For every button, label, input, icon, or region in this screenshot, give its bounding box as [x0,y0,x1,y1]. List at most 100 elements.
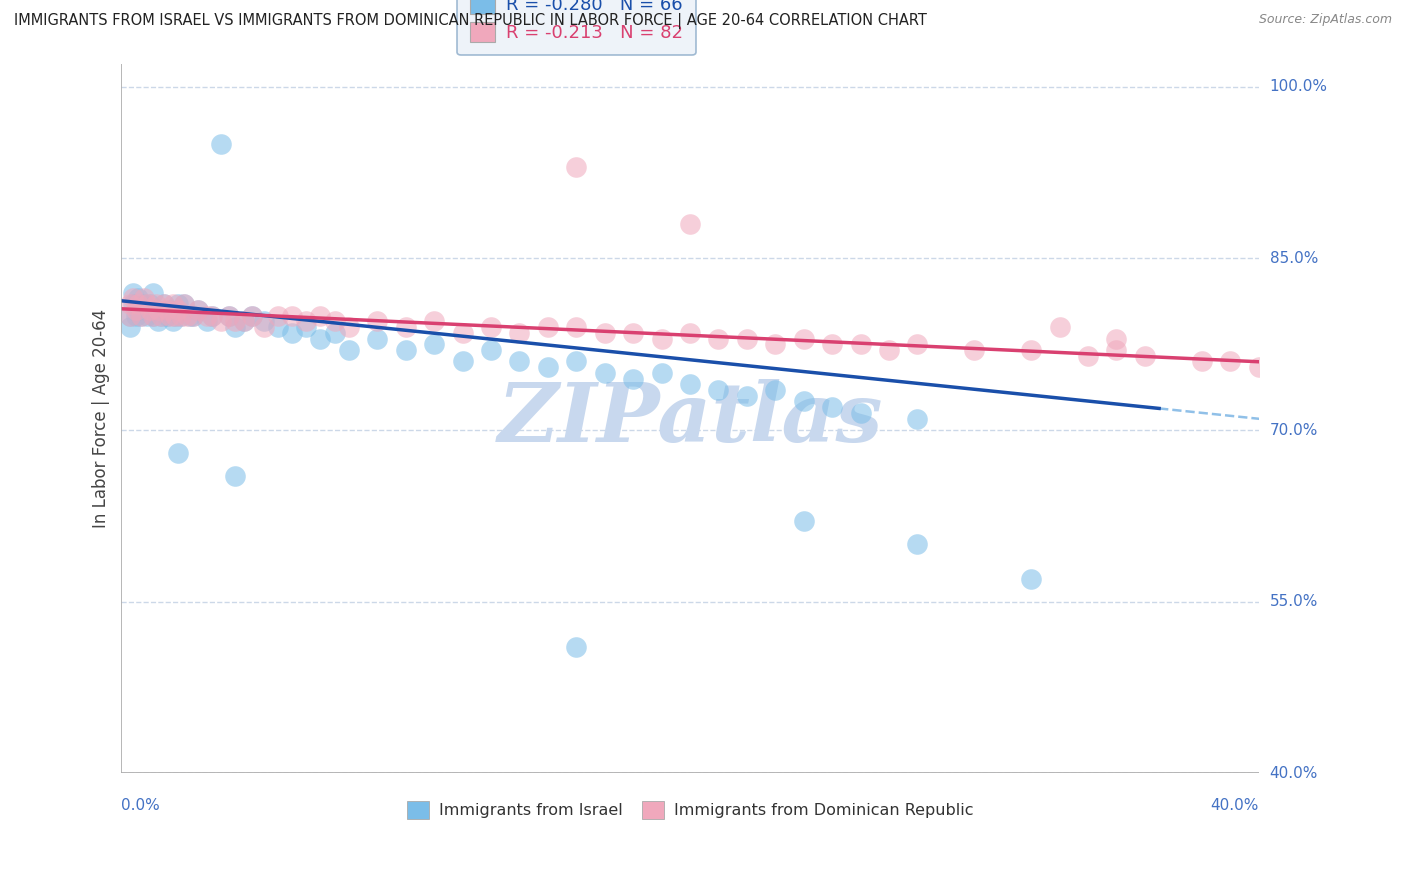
Point [366,332,388,346]
Point [224,468,246,483]
Point [309,309,332,323]
Point [142,285,165,300]
Point [707,383,730,397]
Point [218,309,240,323]
Point [142,309,165,323]
Point [134,292,156,306]
Point [423,337,446,351]
Point [479,343,502,357]
Point [877,343,900,357]
Point [537,360,560,375]
Text: IMMIGRANTS FROM ISRAEL VS IMMIGRANTS FROM DOMINICAN REPUBLIC IN LABOR FORCE | AG: IMMIGRANTS FROM ISRAEL VS IMMIGRANTS FRO… [14,13,927,29]
Point [735,332,758,346]
Point [124,302,146,317]
Point [621,326,644,340]
Point [136,309,159,323]
Point [148,314,170,328]
Point [128,297,150,311]
Point [201,309,224,323]
Point [849,406,872,420]
Point [565,160,588,174]
Point [295,320,318,334]
Point [281,326,304,340]
Point [323,326,346,340]
Point [1105,332,1128,346]
Point [508,354,530,368]
Point [153,297,176,311]
Text: 40.0%: 40.0% [1270,765,1317,780]
Point [118,297,141,311]
Point [134,297,156,311]
Point [162,314,184,328]
Point [170,309,193,323]
Point [187,302,209,317]
Point [139,302,162,317]
Point [479,320,502,334]
Point [423,314,446,328]
Text: 70.0%: 70.0% [1270,423,1317,437]
Legend: Immigrants from Israel, Immigrants from Dominican Republic: Immigrants from Israel, Immigrants from … [401,794,980,825]
Point [508,326,530,340]
Point [124,309,146,323]
Point [131,309,153,323]
Point [167,302,190,317]
Point [195,314,218,328]
Text: 0.0%: 0.0% [121,798,160,814]
Point [267,320,290,334]
Point [593,326,616,340]
Point [156,302,179,317]
Point [295,314,318,328]
Point [907,411,929,425]
Point [735,389,758,403]
Point [1077,349,1099,363]
Point [173,297,195,311]
Point [170,309,193,323]
Point [1219,354,1241,368]
Point [128,292,150,306]
Point [181,309,204,323]
Point [565,354,588,368]
Point [142,309,165,323]
Point [593,366,616,380]
Point [150,309,173,323]
Point [963,343,986,357]
Point [651,366,673,380]
Point [165,309,187,323]
Point [621,371,644,385]
Point [679,377,702,392]
Point [224,320,246,334]
Point [763,337,786,351]
Point [118,309,141,323]
Point [148,302,170,317]
Point [187,302,209,317]
Point [395,320,418,334]
Point [821,337,844,351]
Point [165,309,187,323]
Point [153,297,176,311]
Point [121,297,143,311]
Point [337,343,360,357]
Point [128,302,150,317]
Point [136,297,159,311]
Point [763,383,786,397]
Point [139,297,162,311]
Point [209,314,232,328]
Point [309,332,332,346]
Text: ZIPatlas: ZIPatlas [498,378,883,458]
Point [173,297,195,311]
Point [201,309,224,323]
Point [1133,349,1156,363]
Point [451,326,474,340]
Point [121,292,143,306]
Text: 100.0%: 100.0% [1270,79,1327,95]
Point [195,309,218,323]
Point [907,337,929,351]
Point [209,137,232,152]
Point [240,309,263,323]
Point [162,297,184,311]
Point [145,302,167,317]
Point [281,309,304,323]
Point [179,309,201,323]
Point [1247,360,1270,375]
Point [159,302,181,317]
